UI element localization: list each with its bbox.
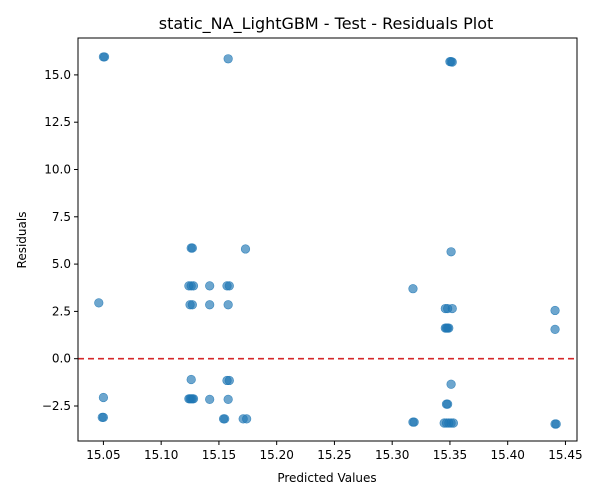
y-tick-label: 7.5 — [52, 210, 71, 224]
x-tick-label: 15.40 — [491, 448, 525, 462]
data-point — [550, 324, 560, 334]
chart-title: static_NA_LightGBM - Test - Residuals Pl… — [159, 14, 494, 34]
x-axis-label: Predicted Values — [277, 471, 376, 485]
y-axis-ticks: −2.5 0.0 2.5 5.0 7.5 10.0 12.5 15.0 — [42, 68, 78, 413]
x-tick-label: 15.15 — [202, 448, 236, 462]
y-tick-label: 2.5 — [52, 304, 71, 318]
data-point — [205, 281, 215, 291]
data-point — [205, 300, 215, 310]
data-point — [187, 300, 197, 310]
data-point — [446, 247, 456, 257]
data-point — [409, 417, 419, 427]
y-tick-label: 12.5 — [44, 115, 71, 129]
y-tick-label: 5.0 — [52, 257, 71, 271]
data-point — [447, 57, 457, 67]
data-point — [98, 412, 109, 422]
data-point — [223, 54, 233, 64]
data-point — [94, 298, 104, 308]
y-tick-label: 0.0 — [52, 352, 71, 366]
data-point — [187, 243, 197, 253]
x-tick-label: 15.10 — [144, 448, 178, 462]
y-axis-label: Residuals — [15, 212, 29, 269]
x-tick-label: 15.05 — [86, 448, 120, 462]
data-point — [408, 284, 418, 294]
data-point — [224, 281, 234, 291]
data-point — [98, 392, 109, 403]
data-point — [446, 379, 456, 389]
x-tick-label: 15.30 — [375, 448, 409, 462]
x-tick-label: 15.45 — [548, 448, 582, 462]
y-tick-label: −2.5 — [42, 399, 71, 413]
x-tick-label: 15.25 — [317, 448, 351, 462]
x-tick-label: 15.35 — [433, 448, 467, 462]
y-tick-label: 10.0 — [44, 162, 71, 176]
data-point — [188, 281, 199, 291]
data-point — [240, 244, 251, 254]
data-point — [205, 394, 215, 404]
data-point — [448, 418, 459, 428]
data-points — [94, 52, 561, 429]
data-point — [99, 52, 110, 62]
data-point — [551, 419, 561, 429]
x-axis-ticks: 15.05 15.10 15.15 15.20 15.25 15.30 15.35 15.40… — [86, 441, 583, 462]
data-point — [224, 375, 234, 386]
y-tick-label: 15.0 — [44, 68, 71, 82]
data-point — [186, 374, 196, 385]
data-point — [444, 323, 454, 333]
data-point — [447, 303, 457, 314]
x-tick-label: 15.20 — [259, 448, 293, 462]
data-point — [223, 394, 233, 404]
data-point — [220, 414, 230, 424]
data-point — [550, 305, 560, 316]
data-point — [223, 300, 233, 310]
data-point — [242, 414, 252, 424]
data-point — [443, 399, 453, 409]
data-point — [188, 394, 199, 404]
plot-frame — [77, 37, 578, 442]
